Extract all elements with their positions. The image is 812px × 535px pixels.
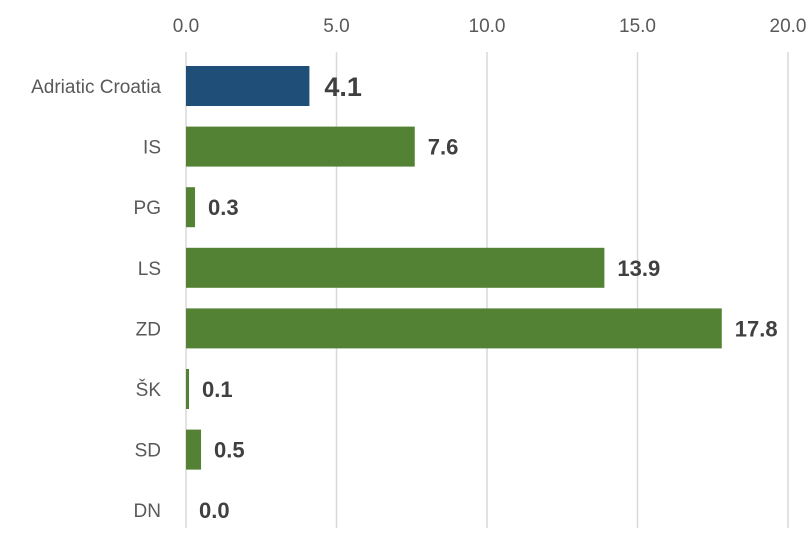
category-label: PG (134, 198, 161, 219)
data-label: 17.8 (735, 316, 778, 341)
data-label: 13.9 (617, 256, 660, 281)
bar (186, 308, 722, 349)
category-label: ZD (136, 319, 161, 340)
x-tick-label: 10.0 (469, 16, 506, 37)
category-label: ŠK (136, 379, 162, 401)
bar (186, 369, 190, 409)
bars (186, 66, 722, 470)
bar (186, 429, 202, 470)
data-label: 4.1 (324, 72, 362, 102)
x-tick-label: 15.0 (619, 16, 656, 37)
bar (186, 247, 605, 288)
data-label: 7.6 (428, 135, 459, 160)
data-label: 0.3 (208, 195, 239, 220)
data-label: 0.5 (214, 438, 245, 463)
data-label: 0.0 (199, 498, 230, 523)
x-axis-ticks: 0.0 5.0 10.0 15.0 20.0 (173, 16, 807, 37)
data-labels: 4.1 7.6 0.3 13.9 17.8 0.1 0.5 0.0 (199, 72, 778, 523)
x-tick-label: 0.0 (173, 16, 199, 37)
category-label: SD (135, 441, 161, 462)
y-axis-categories: Adriatic Croatia IS PG LS ZD ŠK SD DN (31, 77, 161, 522)
x-tick-label: 5.0 (323, 16, 349, 37)
category-label: DN (134, 501, 161, 522)
bar (186, 126, 415, 167)
gridlines (185, 52, 789, 528)
data-label: 0.1 (202, 377, 233, 402)
bar (186, 66, 310, 106)
category-label: Adriatic Croatia (31, 77, 161, 98)
category-label: LS (138, 259, 161, 280)
category-label: IS (143, 138, 161, 159)
bar (186, 187, 196, 228)
x-tick-label: 20.0 (770, 16, 807, 37)
